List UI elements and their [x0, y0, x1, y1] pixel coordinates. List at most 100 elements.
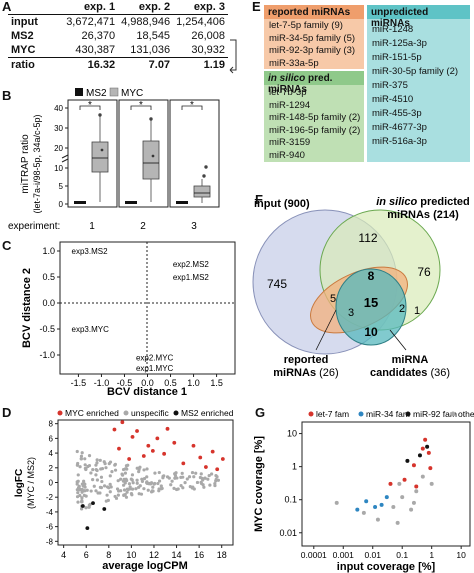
table-header-cell: exp. 1: [63, 0, 119, 15]
panel-a-label: A: [2, 0, 12, 14]
d-point: [80, 504, 85, 508]
d-xtick-label: 6: [84, 550, 89, 560]
g-point: [423, 437, 428, 442]
legend-myc-enriched-dot: [57, 410, 63, 416]
c-ytick-label: 0.0: [42, 298, 55, 308]
d-unspecific-point: [125, 467, 129, 471]
venn-insilico-italic: in silico: [376, 196, 417, 208]
list-item: miR-516a-3p: [372, 136, 427, 147]
row-label: input: [11, 16, 38, 28]
d-point: [210, 449, 215, 454]
d-unspecific-point: [116, 479, 120, 483]
d-unspecific-point: [76, 491, 80, 495]
g-point: [428, 466, 433, 471]
list-item: miR-30-5p family (2): [372, 66, 459, 77]
d-unspecific-point: [138, 465, 142, 469]
table-header-cell: [8, 0, 64, 15]
panel-c-label: C: [2, 238, 12, 253]
experiment-3-label: 3: [191, 221, 197, 232]
d-unspecific-points: [75, 449, 220, 511]
d-unspecific-point: [99, 486, 104, 490]
count-center-top: 8: [368, 269, 375, 283]
d-unspecific-point: [173, 472, 177, 476]
d-unspecific-point: [94, 463, 98, 467]
insilico-rest: pred. miRNAs: [268, 73, 333, 95]
legend-mir92-dot: [405, 411, 411, 417]
d-unspecific-point: [122, 488, 127, 492]
b-panel2-frame: [118, 99, 169, 208]
g-point: [420, 446, 425, 451]
d-unspecific-point: [80, 496, 84, 500]
c-x-axis: -1.5 -1.0 -0.5 0.0 0.5 1.0 1.5: [71, 374, 223, 388]
d-unspecific-point: [96, 491, 100, 495]
legend-let7-dot: [308, 411, 314, 417]
b-ytick: 10: [54, 164, 63, 173]
g-point: [414, 489, 419, 494]
d-unspecific-point: [84, 506, 88, 510]
d-unspecific-point: [77, 488, 82, 492]
d-point: [198, 455, 203, 460]
venn-candidates-label: miRNA: [392, 354, 429, 366]
d-unspecific-point: [98, 458, 102, 462]
d-unspecific-point: [113, 468, 118, 472]
c-y-axis: 1.0 0.5 0.0 -0.5 -1.0: [39, 246, 60, 360]
d-unspecific-point: [108, 482, 112, 486]
panel-d-ma-plot: MYC enriched unspecific MS2 enriched 864…: [14, 408, 234, 572]
venn-candidates-label-2: candidates (36): [370, 367, 450, 379]
g-ytick-label: 1: [292, 462, 297, 472]
d-unspecific-point: [110, 470, 114, 474]
d-unspecific-point: [80, 482, 84, 486]
panel-b-label: B: [2, 88, 12, 103]
d-point: [127, 457, 132, 461]
g-point: [397, 481, 402, 486]
d-unspecific-point: [173, 476, 177, 480]
count-candidates-far: 1: [414, 305, 420, 317]
d-unspecific-point: [151, 485, 155, 489]
d-unspecific-point: [123, 471, 127, 475]
d-ytick-label: 4: [49, 449, 54, 458]
d-ytick-label: 8: [49, 420, 54, 429]
d-unspecific-point: [207, 473, 211, 478]
list-item: miR-196-5p family (2): [269, 124, 361, 136]
g-xtick-label: 0.1: [396, 550, 408, 560]
c-point-label: exp1.MS2: [173, 273, 210, 282]
d-ytick-label: -2: [46, 493, 54, 502]
venn-reported-label-2: miRNAs (26): [273, 367, 338, 379]
d-ytick-label: 0: [49, 479, 54, 488]
g-xtick-label: 1: [429, 550, 434, 560]
count-reported-input: 5: [330, 293, 336, 305]
legend-ms2-label: MS2: [86, 88, 107, 99]
venn-insilico-label: in silico predicted: [376, 196, 470, 208]
count-insilico-only: 76: [417, 265, 431, 279]
table-row: input 3,672,471 4,988,946 1,254,406: [8, 15, 228, 30]
d-unspecific-point: [108, 474, 112, 478]
d-unspecific-point: [122, 493, 126, 497]
box-exp1-myc: [91, 113, 109, 202]
d-xtick-label: 12: [149, 550, 159, 560]
g-ytick-label: 0.01: [279, 528, 297, 538]
c-point-label: exp1.MYC: [136, 364, 174, 373]
d-unspecific-point: [91, 478, 95, 482]
d-unspecific-point: [200, 476, 204, 480]
d-point: [162, 451, 167, 456]
list-item: miR-375: [372, 80, 408, 91]
count-candidates-right: 2: [399, 303, 405, 315]
table-cell: 18,545: [136, 30, 171, 42]
insilico-mirnas-box: [264, 71, 364, 162]
d-unspecific-point: [130, 473, 135, 477]
c-xtick-label: 0.5: [164, 378, 177, 388]
g-points: [334, 437, 434, 525]
d-point: [130, 435, 135, 439]
g-point: [391, 505, 396, 510]
d-unspecific-point: [137, 485, 141, 489]
table-row-ratio: ratio 16.32 7.07 1.19: [8, 57, 228, 72]
insilico-mirnas-list: let-7b-3p miR-1294 miR-148-5p family (2)…: [264, 85, 365, 165]
d-unspecific-point: [142, 468, 146, 472]
d-unspecific-point: [135, 478, 139, 482]
b-ylabel: miTRAP ratio (let-7a-i/98-5p, 34a/c-5p): [20, 114, 42, 213]
candidates-leader-line: [389, 329, 407, 351]
list-item: miR-125a-3p: [372, 38, 427, 49]
d-point: [181, 461, 186, 466]
g-y-axis: 10 1 0.1 0.01: [279, 429, 302, 538]
g-point: [417, 453, 422, 458]
